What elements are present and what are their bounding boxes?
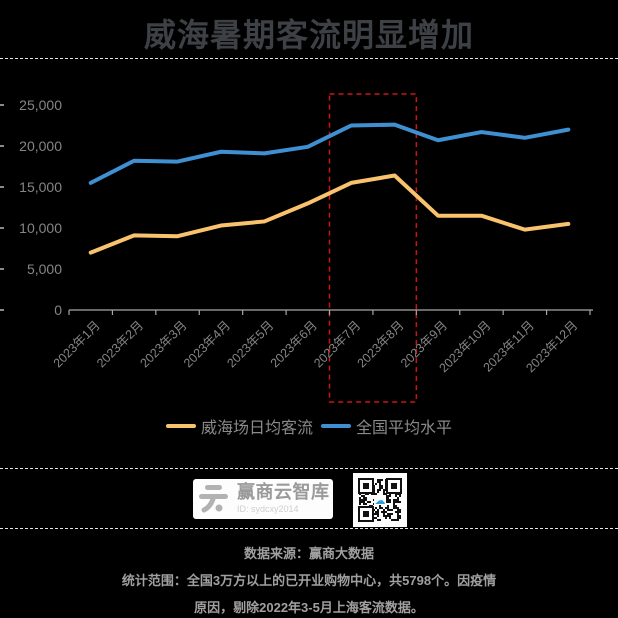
legend-item-weihai: 威海场日均客流 — [165, 414, 313, 438]
scope-note-line1: 统计范围：全国3万方以上的已开业购物中心，共5798个。因疫情 — [121, 573, 497, 588]
divider-brand-bottom — [0, 528, 618, 529]
series-line-0 — [88, 173, 571, 255]
y-tick-label: 20,000 — [19, 138, 62, 154]
page-title: 威海暑期客流明显增加 — [143, 17, 474, 53]
y-tick-label: 0 — [54, 302, 62, 318]
divider-top — [0, 58, 618, 59]
x-axis: 2023年1月2023年2月2023年3月2023年4月2023年5月2023年… — [51, 309, 593, 375]
brand-name: 赢商云智库 — [237, 481, 330, 502]
y-tick-label: 10,000 — [19, 220, 62, 236]
legend-label-weihai: 威海场日均客流 — [200, 420, 313, 437]
footer-notes: 数据来源：赢商大数据 统计范围：全国3万方以上的已开业购物中心，共5798个。因… — [0, 540, 618, 618]
y-tick-label: 5,000 — [27, 261, 62, 277]
legend-label-national: 全国平均水平 — [356, 420, 453, 437]
data-source-note: 数据来源：赢商大数据 — [243, 546, 374, 561]
cloud-logo-icon — [193, 481, 237, 517]
chart-legend: 威海场日均客流 全国平均水平 — [0, 414, 618, 438]
line-chart: 0 5,000 10,000 15,000 20,000 25,000 2023年1月202… — [0, 93, 593, 403]
qr-code: ☁ — [353, 473, 407, 527]
scope-note-line2: 原因，剔除2022年3-5月上海客流数据。 — [194, 600, 424, 615]
y-tick-label: 15,000 — [19, 179, 62, 195]
weihai-line-swatch — [165, 424, 196, 428]
qr-center-cloud-icon: ☁ — [375, 495, 386, 507]
brand-logo: 赢商云智库 ID: sydcxy2014 — [193, 479, 333, 519]
series-line-1 — [88, 122, 571, 185]
y-tick-label: 25,000 — [19, 97, 62, 113]
legend-item-national: 全国平均水平 — [321, 414, 452, 438]
national-line-swatch — [321, 424, 351, 428]
y-axis: 0 5,000 10,000 15,000 20,000 25,000 — [0, 97, 62, 318]
brand-wechat-id: ID: sydcxy2014 — [237, 504, 299, 515]
divider-brand-top — [0, 468, 618, 469]
